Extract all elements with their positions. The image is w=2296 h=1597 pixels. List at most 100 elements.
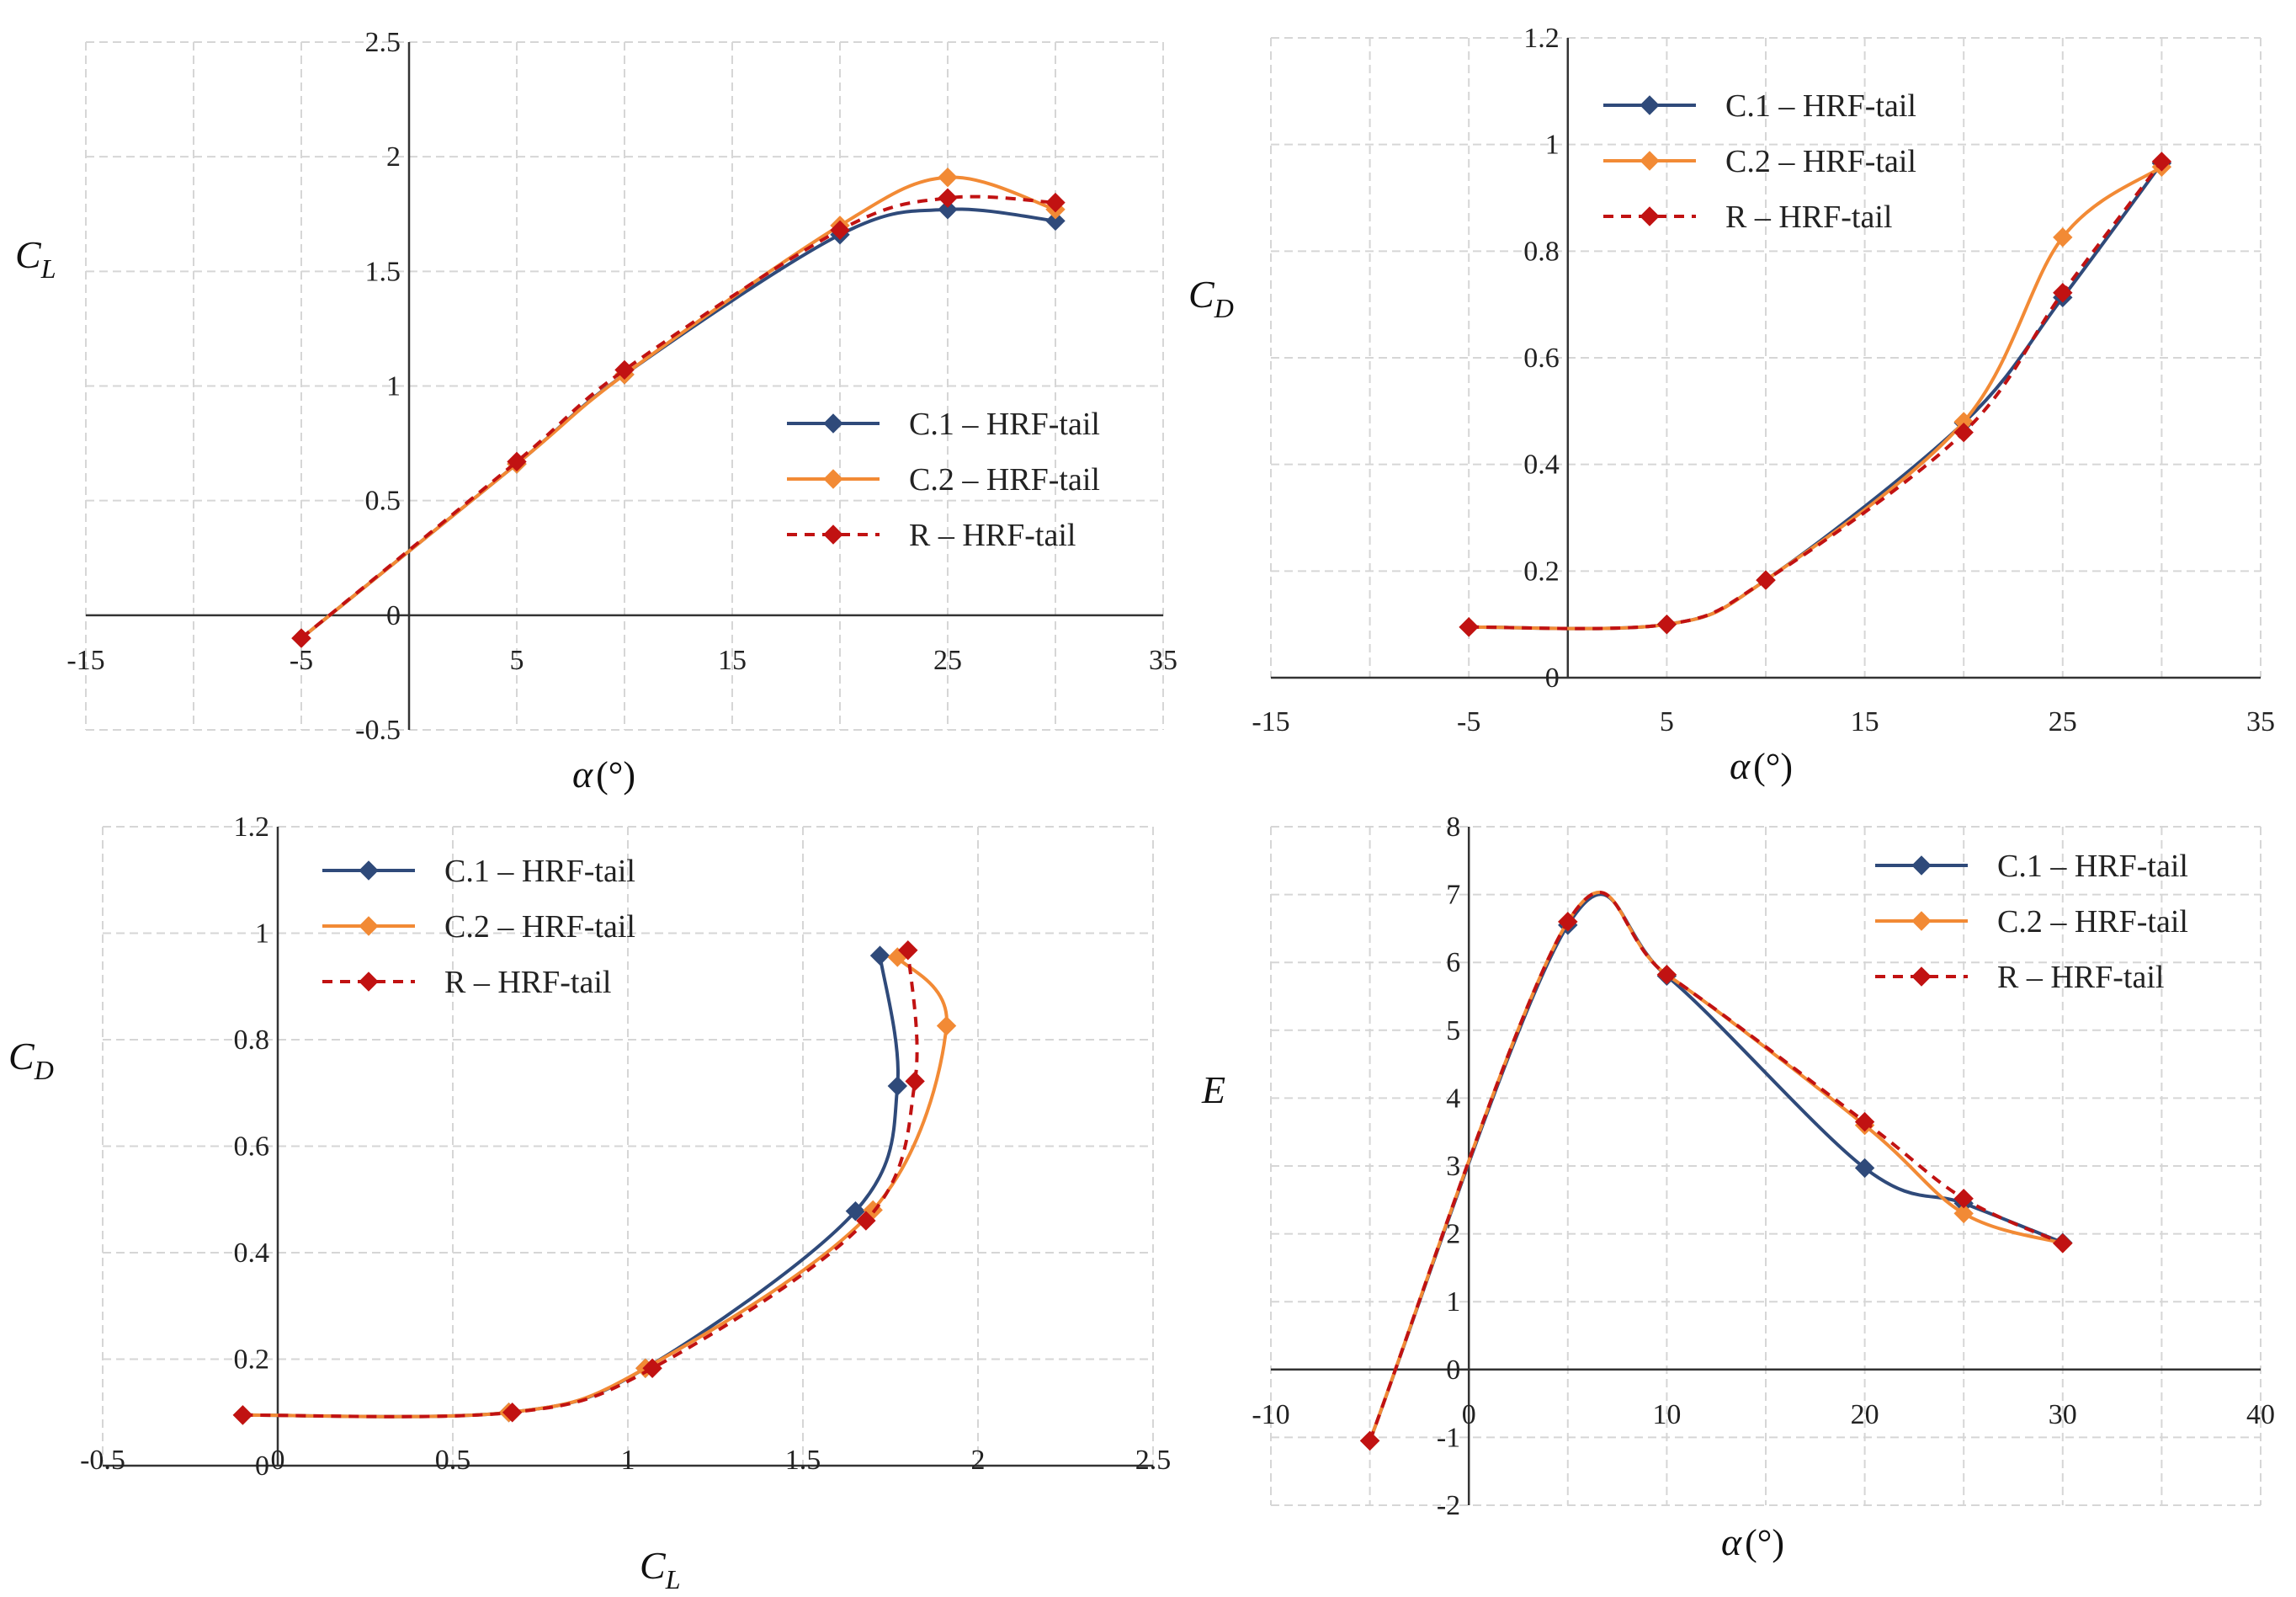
series-r (1459, 152, 2172, 637)
y-tick-label: 0.2 (1523, 556, 1560, 587)
series-line-c1 (1368, 892, 2064, 1442)
legend-label-c2: C.2 – HRF-tail (1725, 144, 1916, 179)
y-tick-label: -0.5 (355, 715, 401, 746)
y-tick-label: 2 (386, 141, 401, 173)
axes (86, 42, 1163, 730)
x-tick-label: 35 (2246, 706, 2275, 737)
y-axis-title: CD (1188, 273, 1234, 323)
series-line-c1 (242, 955, 900, 1419)
x-tick-label: 0.5 (435, 1445, 471, 1476)
data-point-c1 (1045, 210, 1066, 232)
x-tick-label: 0 (1462, 1399, 1476, 1430)
legend-label-c1: C.1 – HRF-tail (909, 407, 1100, 442)
y-tick-label: 5 (1446, 1015, 1460, 1046)
x-tick-label: 40 (2246, 1399, 2275, 1430)
y-tick-label: 0.2 (234, 1344, 270, 1376)
legend-marker-c2 (359, 916, 379, 936)
data-point-r (898, 940, 918, 961)
x-tick-label: -15 (1252, 706, 1289, 737)
legend-marker-r (359, 972, 379, 992)
series-r (232, 940, 925, 1425)
legend-marker-c1 (359, 860, 379, 881)
x-tick-label: 25 (2049, 706, 2077, 737)
series-line-c2 (242, 956, 949, 1419)
gridlines (85, 41, 1164, 731)
x-axis-title: α(°) (1730, 744, 1793, 787)
x-tick-label: 1.5 (785, 1445, 821, 1476)
data-point-c2 (936, 1015, 957, 1036)
y-tick-label: 0.8 (1523, 236, 1560, 267)
y-tick-label: 1.2 (1523, 23, 1560, 54)
data-point-r (830, 220, 850, 241)
data-point-r (856, 1211, 876, 1231)
data-point-r (1656, 965, 1677, 985)
legend-label-c1: C.1 – HRF-tail (1997, 849, 2188, 884)
data-point-r (614, 359, 635, 381)
data-point-c1 (887, 1076, 908, 1096)
x-tick-label: 2.5 (1135, 1445, 1172, 1476)
data-point-r (1558, 912, 1578, 932)
x-axis-title: α(°) (572, 753, 635, 796)
data-point-r (2053, 1233, 2073, 1254)
data-point-r (1953, 1188, 1974, 1209)
y-tick-label: 3 (1446, 1151, 1460, 1182)
y-tick-label: 0 (386, 600, 401, 631)
legend: C.1 – HRF-tail C.2 – HRF-tail R – HRF-tail (1603, 88, 1916, 235)
data-point-c2 (938, 167, 958, 188)
legend: C.1 – HRF-tail C.2 – HRF-tail R – HRF-tail (787, 407, 1100, 553)
y-axis-title: E (1201, 1068, 1225, 1111)
x-tick-label: 5 (1660, 706, 1674, 737)
y-tick-label: 6 (1446, 947, 1460, 978)
x-tick-label: 0 (271, 1445, 285, 1476)
chart-cd-vs-cl: 0 0.2 0.4 0.6 0.8 1 1.2 -0.5 0 0.5 1 1.5 2 2.5 CD CL C.1… (8, 812, 1171, 1594)
x-tick-label: 15 (1851, 706, 1879, 737)
axes (1271, 38, 2261, 679)
y-tick-label: 2.5 (365, 27, 401, 58)
y-tick-label: 2 (1446, 1219, 1460, 1250)
y-tick-label: 0.4 (234, 1238, 270, 1269)
series-line-r (242, 950, 919, 1419)
legend-marker-r (1640, 206, 1660, 226)
legend-label-c2: C.2 – HRF-tail (1997, 904, 2188, 940)
series-line-r (300, 194, 1056, 640)
data-point-r (1045, 192, 1066, 213)
y-tick-label: 1 (255, 918, 269, 950)
data-point-r (938, 188, 958, 208)
data-point-r (1756, 570, 1776, 590)
y-axis-title-sub: L (40, 253, 56, 284)
y-tick-label: 0.6 (1523, 343, 1560, 374)
x-tick-label: -15 (66, 645, 104, 676)
legend-label-c2: C.2 – HRF-tail (444, 909, 635, 945)
y-tick-label: 0.8 (234, 1025, 270, 1056)
chart-cl-vs-alpha: -0.5 0 0.5 1 1.5 2 2.5 -15 -5 5 15 25 35 CL α(°) C.1 – … (15, 27, 1177, 796)
legend-marker-c2 (823, 469, 843, 489)
y-tick-label: 1 (1545, 130, 1560, 161)
x-tick-label: -10 (1252, 1399, 1289, 1430)
y-tick-label: 1.5 (365, 256, 401, 287)
series-r (291, 188, 1066, 648)
x-axis-title-sub: L (665, 1564, 681, 1594)
y-tick-label: 7 (1446, 880, 1460, 911)
y-axis-title-sub: D (1214, 293, 1234, 323)
data-point-c2 (2053, 227, 2073, 248)
data-point-r (642, 1358, 662, 1378)
legend-label-c1: C.1 – HRF-tail (444, 854, 635, 889)
y-tick-label: -2 (1437, 1490, 1460, 1521)
chart-cd-vs-alpha: 0 0.2 0.4 0.6 0.8 1 1.2 -15 -5 5 15 25 35 CD α(°) C.1 –… (1188, 23, 2275, 787)
data-point-r (291, 628, 311, 648)
legend-label-r: R – HRF-tail (444, 965, 611, 1000)
x-tick-label: 2 (971, 1445, 986, 1476)
legend-marker-c1 (1640, 95, 1660, 115)
legend-marker-c2 (1640, 151, 1660, 171)
y-tick-label: 8 (1446, 812, 1460, 843)
data-point-r (905, 1071, 925, 1092)
y-tick-label: 1.2 (234, 812, 270, 843)
y-axis-title: CD (8, 1035, 54, 1085)
x-tick-label: -0.5 (80, 1445, 125, 1476)
y-tick-label: 0 (255, 1451, 269, 1482)
data-point-r (2053, 283, 2073, 303)
y-tick-label: -1 (1437, 1422, 1460, 1453)
data-point-c1 (1854, 1158, 1875, 1179)
legend-label-r: R – HRF-tail (1725, 200, 1892, 235)
